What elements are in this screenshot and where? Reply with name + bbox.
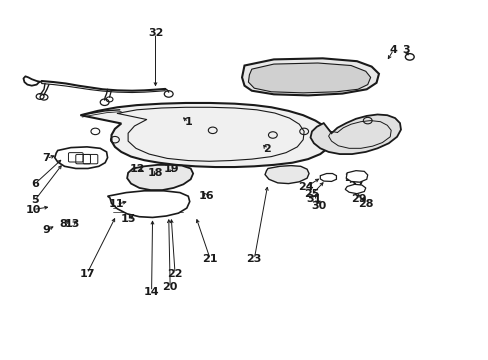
Text: 22: 22 [167, 269, 183, 279]
Text: 21: 21 [202, 254, 218, 264]
Polygon shape [346, 171, 367, 182]
Polygon shape [107, 191, 189, 217]
Text: 11: 11 [108, 199, 124, 210]
Text: 9: 9 [42, 225, 50, 235]
Text: 17: 17 [79, 269, 95, 279]
Text: 29: 29 [351, 194, 366, 204]
Text: 14: 14 [143, 287, 159, 297]
Text: 4: 4 [389, 45, 397, 55]
Polygon shape [242, 58, 378, 95]
Text: 2: 2 [262, 144, 270, 154]
Text: 7: 7 [42, 153, 50, 163]
Polygon shape [55, 147, 107, 168]
Text: 18: 18 [147, 168, 163, 178]
Text: 19: 19 [163, 164, 179, 174]
Polygon shape [320, 174, 336, 181]
Text: 24: 24 [297, 182, 313, 192]
Text: 27: 27 [347, 181, 363, 192]
Text: 1: 1 [184, 117, 192, 127]
Polygon shape [310, 114, 400, 154]
Text: 13: 13 [64, 219, 80, 229]
Text: 15: 15 [120, 214, 136, 224]
Text: 30: 30 [310, 201, 326, 211]
Text: 3: 3 [401, 45, 409, 55]
Text: 28: 28 [357, 199, 373, 210]
Text: 10: 10 [25, 204, 41, 215]
Text: 8: 8 [60, 219, 67, 229]
Polygon shape [127, 165, 193, 190]
Polygon shape [248, 63, 370, 93]
Polygon shape [81, 103, 332, 167]
Text: 16: 16 [198, 191, 214, 201]
Text: 12: 12 [130, 164, 145, 174]
Text: 31: 31 [305, 194, 321, 204]
Text: 6: 6 [31, 179, 39, 189]
Text: 32: 32 [147, 28, 163, 38]
Text: 20: 20 [162, 282, 178, 292]
Text: 23: 23 [246, 254, 262, 264]
Text: 25: 25 [304, 189, 319, 199]
Polygon shape [345, 184, 365, 194]
Text: 26: 26 [344, 173, 359, 183]
Polygon shape [264, 166, 308, 184]
Text: 5: 5 [31, 195, 39, 205]
